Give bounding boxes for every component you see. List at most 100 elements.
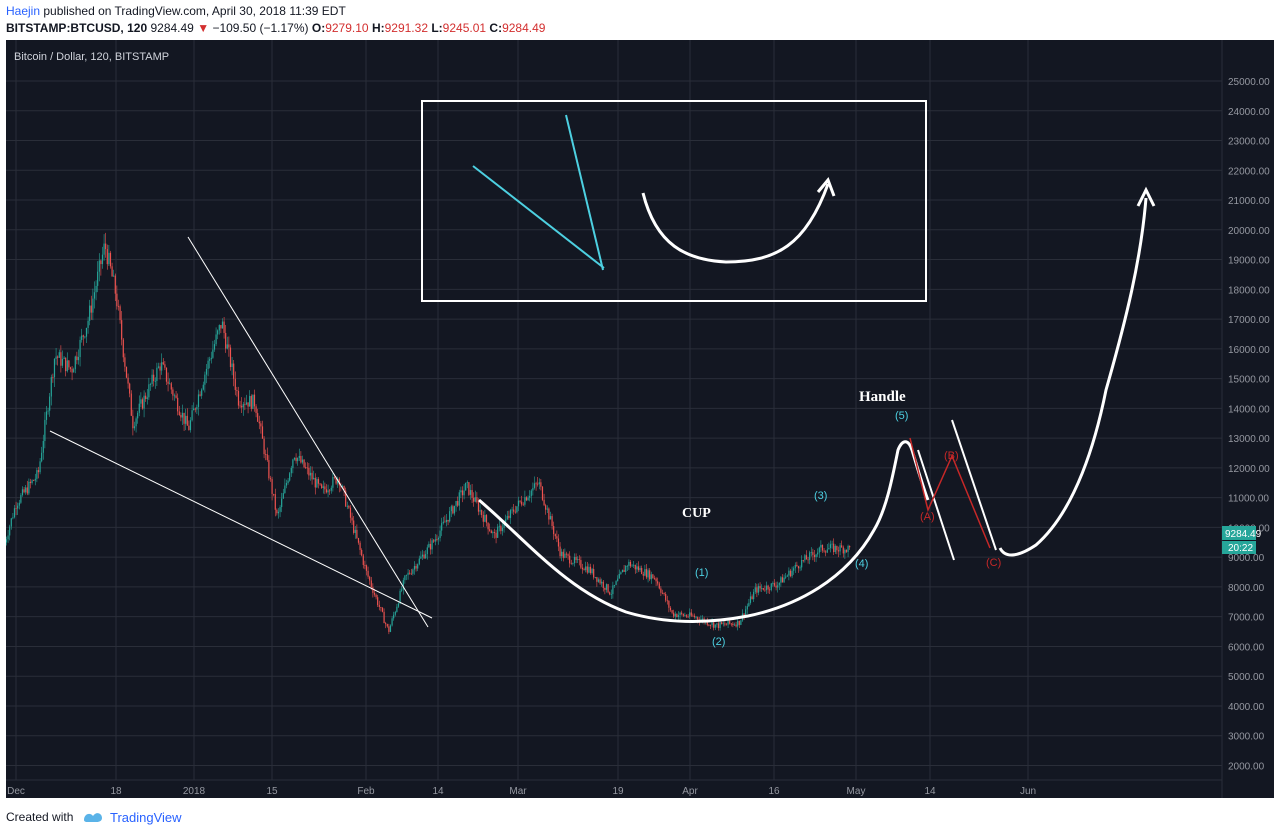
candle-body xyxy=(764,589,766,591)
chart-canvas[interactable]: 2000.00 3000.00 4000.00 5000.00 6000.00 7000.… xyxy=(6,40,1274,798)
candle-body xyxy=(159,366,161,371)
wedge-lower-trendline[interactable] xyxy=(49,430,433,619)
candle-body xyxy=(577,559,579,561)
abc-correction[interactable] xyxy=(909,437,991,549)
y-tick-label: 13000.00 xyxy=(1228,434,1270,445)
candle-body xyxy=(444,521,446,523)
chart-area[interactable]: 2000.00 3000.00 4000.00 5000.00 6000.00 7000.… xyxy=(6,40,1274,798)
candle-body xyxy=(375,594,377,598)
candle-body xyxy=(708,624,710,626)
inset-box[interactable] xyxy=(421,100,927,302)
candle-body xyxy=(122,339,124,358)
wave-1-label: (1) xyxy=(695,567,708,579)
candle-body xyxy=(725,624,728,626)
candle-body xyxy=(503,521,505,528)
candle-body xyxy=(487,522,489,530)
candle-body xyxy=(29,481,32,483)
author-link[interactable]: Haejin xyxy=(6,4,41,18)
tradingview-brand-link[interactable]: TradingView xyxy=(110,810,182,825)
y-tick-label: 18000.00 xyxy=(1228,285,1270,296)
inset-cup-arrow[interactable] xyxy=(641,183,830,264)
candle-body xyxy=(210,357,212,360)
candle-body xyxy=(645,569,648,578)
candle-body xyxy=(388,626,390,632)
candle-body xyxy=(609,592,611,595)
candle-body xyxy=(753,591,755,600)
inset-cyan-line-1[interactable] xyxy=(472,165,605,269)
candle-body xyxy=(465,482,467,491)
y-tick-label: 24000.00 xyxy=(1228,107,1270,118)
candle-body xyxy=(836,545,838,551)
candle-body xyxy=(165,367,168,382)
candle-body xyxy=(327,490,329,493)
candle-body xyxy=(57,356,59,358)
candle-body xyxy=(231,363,233,367)
candle-body xyxy=(151,374,153,385)
candle-body xyxy=(433,540,435,542)
candle-body xyxy=(421,554,424,557)
candle-body xyxy=(473,497,475,502)
candle-body xyxy=(69,367,72,369)
candle-body xyxy=(95,285,97,293)
candle-body xyxy=(514,511,516,513)
candle-body xyxy=(138,403,140,413)
candle-body xyxy=(426,547,428,555)
candle-body xyxy=(685,615,688,617)
last-price: 9284.49 xyxy=(150,21,194,35)
cup-curve[interactable] xyxy=(478,440,930,624)
inset-cyan-line-2[interactable] xyxy=(565,114,604,271)
candle-body xyxy=(482,515,484,522)
candle-body xyxy=(53,358,56,378)
candle-body xyxy=(372,587,374,593)
wave-4-label: (4) xyxy=(855,558,868,570)
candle-body xyxy=(713,622,715,628)
candle-body xyxy=(780,577,782,583)
candle-body xyxy=(265,454,267,455)
candle-body xyxy=(349,507,352,518)
candle-body xyxy=(223,321,225,333)
x-tick-label: Apr xyxy=(682,786,698,797)
wave-c-label: (C) xyxy=(986,557,1001,569)
candle-body xyxy=(580,560,582,568)
candle-body xyxy=(849,545,851,548)
candle-body xyxy=(671,610,673,613)
handle-white-line-2[interactable] xyxy=(951,419,997,551)
candle-body xyxy=(149,384,152,385)
candle-body xyxy=(674,613,676,617)
candle-body xyxy=(413,565,416,570)
candle-body xyxy=(682,613,684,616)
handle-label: Handle xyxy=(859,389,906,405)
wedge-upper-trendline[interactable] xyxy=(187,236,429,628)
candle-body xyxy=(169,383,171,385)
candle-body xyxy=(781,577,784,583)
tradingview-logo-icon[interactable] xyxy=(82,808,104,827)
candle-body xyxy=(285,482,288,486)
candle-body xyxy=(308,467,310,476)
candle-body xyxy=(826,549,828,553)
y-tick-label: 2000.00 xyxy=(1228,761,1265,772)
candle-body xyxy=(257,413,259,422)
candle-body xyxy=(818,547,820,553)
candle-body xyxy=(453,505,456,514)
candle-body xyxy=(463,490,465,496)
candle-body xyxy=(148,384,150,398)
candle-body xyxy=(810,552,812,553)
candle-body xyxy=(71,368,73,373)
candle-body xyxy=(233,363,235,379)
candle-body xyxy=(738,620,740,625)
candle-body xyxy=(607,584,609,593)
candle-body xyxy=(522,504,524,506)
candle-body xyxy=(249,395,251,407)
breakout-arrow-curve[interactable] xyxy=(998,197,1148,557)
candle-body xyxy=(113,275,115,277)
candle-body xyxy=(783,577,785,583)
candle-body xyxy=(73,369,75,373)
candle-body xyxy=(154,380,156,382)
candle-body xyxy=(833,543,835,553)
handle-white-line-1[interactable] xyxy=(917,449,955,561)
candle-body xyxy=(156,367,158,381)
candle-body xyxy=(663,593,665,595)
candle-body xyxy=(170,383,172,390)
candle-body xyxy=(423,554,425,559)
candle-body xyxy=(106,249,108,265)
